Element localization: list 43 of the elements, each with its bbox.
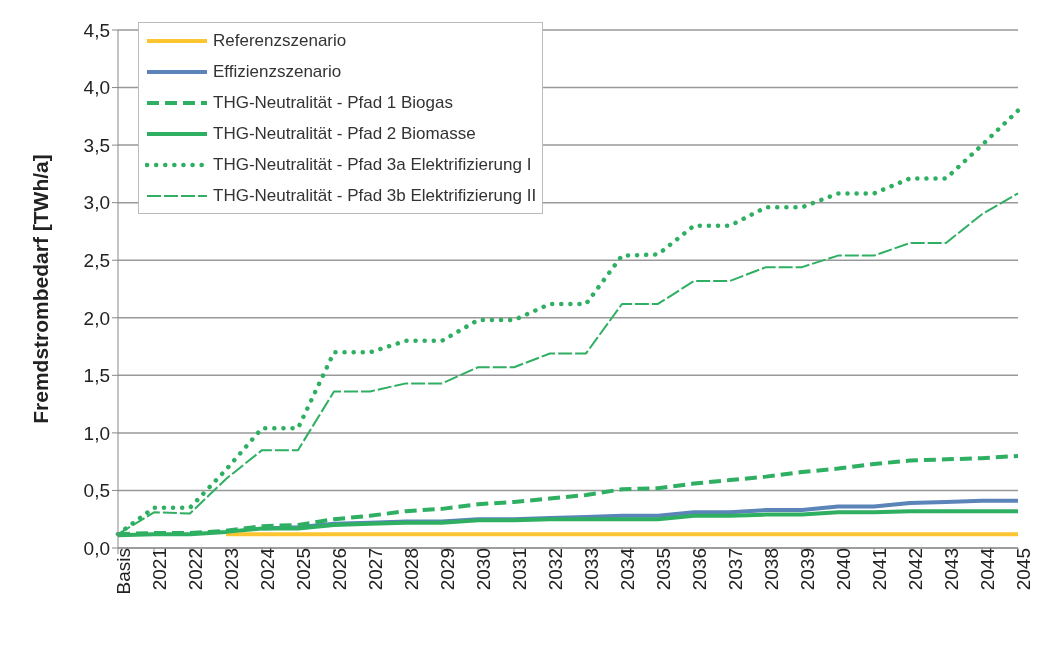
x-tick-label: 2036 <box>689 548 711 591</box>
y-tick-label: 3,0 <box>83 192 110 214</box>
x-tick-label: 2045 <box>1013 548 1035 591</box>
y-tick-label: 1,0 <box>83 422 110 444</box>
y-tick-label: 3,5 <box>83 134 110 156</box>
y-tick-label: 2,5 <box>83 249 110 271</box>
y-axis-title: Fremdstrombedarf [TWh/a] <box>29 154 53 424</box>
legend-label: THG-Neutralität - Pfad 3a Elektrifizierung I <box>213 154 532 175</box>
x-tick-label: 2024 <box>257 547 279 591</box>
legend-label: THG-Neutralität - Pfad 2 Biomasse <box>213 123 476 144</box>
x-tick-label: 2030 <box>473 548 495 591</box>
x-tick-label: 2025 <box>293 548 315 591</box>
x-tick-label: 2037 <box>725 548 747 591</box>
x-tick-label: 2033 <box>581 548 603 591</box>
legend-label: THG-Neutralität - Pfad 1 Biogas <box>213 92 453 113</box>
y-tick-label: 4,0 <box>83 77 110 99</box>
x-tick-label: 2029 <box>437 548 459 591</box>
x-tick-label: 2031 <box>509 548 531 591</box>
x-tick-label: 2038 <box>761 548 783 591</box>
x-tick-label: 2026 <box>329 548 351 591</box>
x-tick-label: 2022 <box>185 548 207 591</box>
y-tick-label: 2,0 <box>83 307 110 329</box>
legend-label: Referenzszenario <box>213 30 347 51</box>
x-tick-label: 2028 <box>401 548 423 591</box>
x-tick-label: 2021 <box>149 548 171 591</box>
x-tick-label: 2027 <box>365 548 387 591</box>
legend-label: THG-Neutralität - Pfad 3b Elektrifizierung II <box>213 185 537 206</box>
x-tick-label: 2044 <box>977 547 999 591</box>
x-tick-label: 2040 <box>833 548 855 591</box>
x-tick-label: Basis <box>113 548 135 595</box>
legend-label: Effizienzszenario <box>213 61 342 82</box>
x-tick-label: 2034 <box>617 547 639 591</box>
x-tick-label: 2023 <box>221 548 243 591</box>
x-tick-label: 2035 <box>653 548 675 591</box>
y-tick-label: 1,5 <box>83 365 110 387</box>
y-tick-label: 0,5 <box>83 480 110 502</box>
y-tick-label: 0,0 <box>83 537 110 559</box>
x-tick-label: 2032 <box>545 548 567 591</box>
x-tick-label: 2041 <box>869 548 891 591</box>
x-tick-label: 2042 <box>905 548 927 591</box>
x-tick-label: 2043 <box>941 548 963 591</box>
y-tick-label: 4,5 <box>83 19 110 41</box>
x-tick-label: 2039 <box>797 548 819 591</box>
